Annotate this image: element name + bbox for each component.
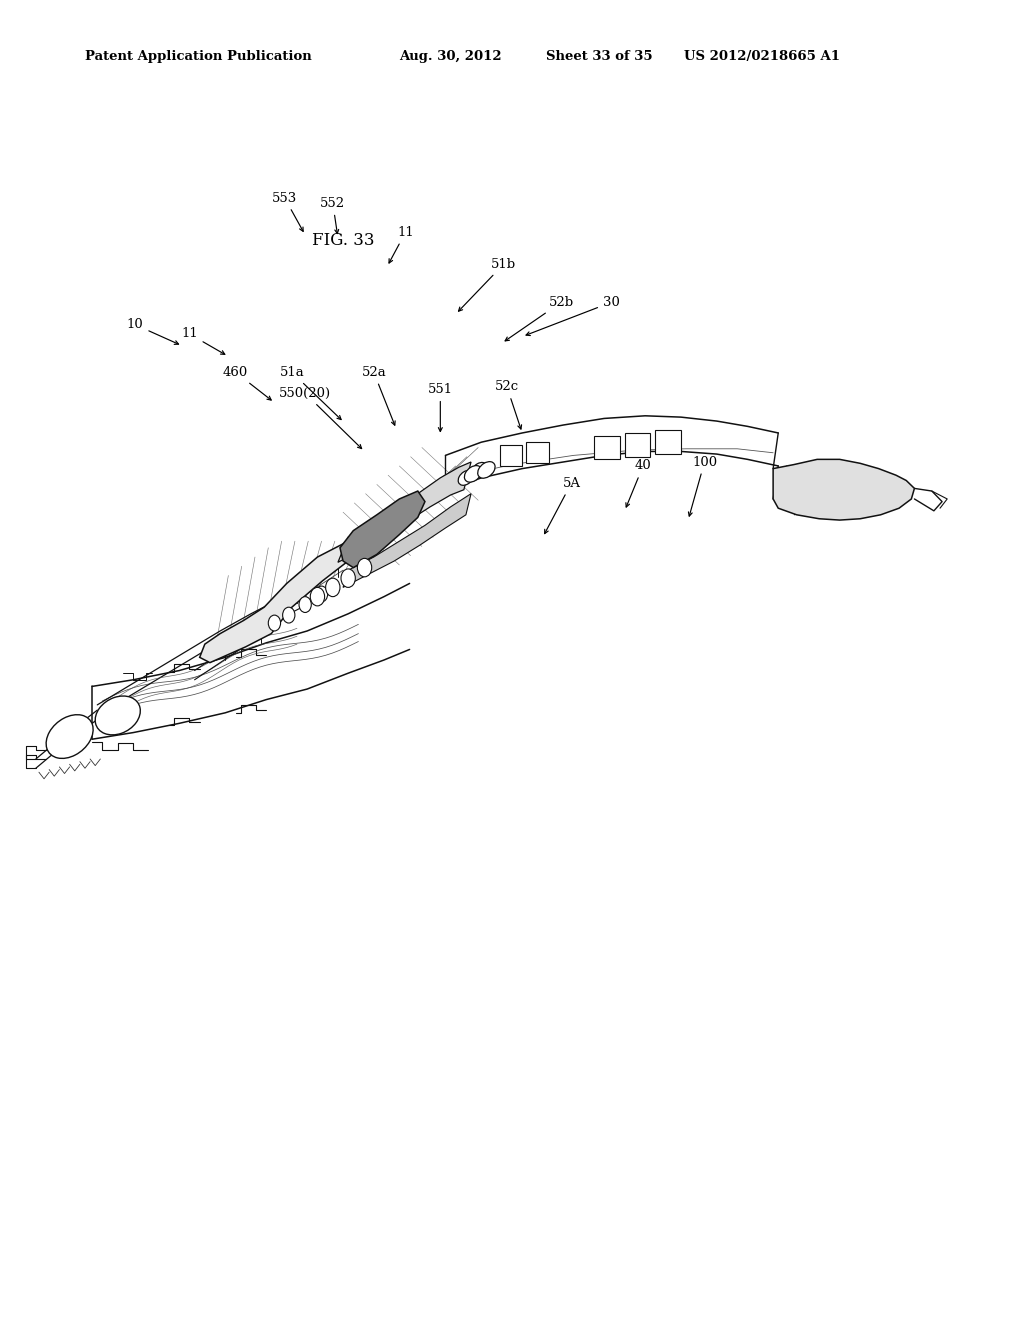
Text: 51b: 51b: [459, 257, 516, 312]
Text: 553: 553: [272, 191, 303, 231]
Ellipse shape: [95, 696, 140, 735]
Text: US 2012/0218665 A1: US 2012/0218665 A1: [684, 50, 840, 63]
Text: 550(20): 550(20): [280, 387, 361, 449]
Text: 100: 100: [688, 455, 717, 516]
Circle shape: [357, 558, 372, 577]
Circle shape: [268, 615, 281, 631]
Text: 30: 30: [526, 296, 620, 335]
Text: 10: 10: [127, 318, 178, 345]
Circle shape: [310, 587, 325, 606]
Text: 460: 460: [223, 366, 271, 400]
Text: 5A: 5A: [545, 477, 581, 533]
Text: 551: 551: [428, 383, 453, 432]
Text: 11: 11: [389, 226, 414, 263]
Circle shape: [283, 607, 295, 623]
Polygon shape: [773, 459, 914, 520]
Circle shape: [299, 597, 311, 612]
Text: 52a: 52a: [361, 366, 395, 425]
Text: Patent Application Publication: Patent Application Publication: [85, 50, 311, 63]
Text: Sheet 33 of 35: Sheet 33 of 35: [546, 50, 652, 63]
Text: 11: 11: [181, 327, 225, 354]
Ellipse shape: [458, 470, 474, 486]
Bar: [655, 430, 681, 454]
Text: FIG. 33: FIG. 33: [312, 232, 375, 248]
Circle shape: [326, 578, 340, 597]
Bar: [526, 442, 549, 463]
Bar: [625, 433, 650, 457]
Text: 552: 552: [321, 197, 345, 234]
Polygon shape: [340, 491, 425, 568]
Ellipse shape: [478, 462, 495, 478]
Circle shape: [341, 569, 355, 587]
Bar: [500, 445, 522, 466]
Text: 40: 40: [626, 459, 651, 507]
Text: 51a: 51a: [280, 366, 341, 420]
Text: 52c: 52c: [495, 380, 521, 429]
Polygon shape: [343, 494, 471, 587]
Bar: [594, 436, 620, 459]
Polygon shape: [338, 462, 471, 562]
Ellipse shape: [471, 462, 487, 478]
Text: Aug. 30, 2012: Aug. 30, 2012: [399, 50, 502, 63]
Circle shape: [315, 586, 328, 602]
Ellipse shape: [465, 466, 481, 482]
Text: 52b: 52b: [505, 296, 573, 341]
Polygon shape: [200, 541, 367, 663]
Ellipse shape: [46, 714, 93, 759]
